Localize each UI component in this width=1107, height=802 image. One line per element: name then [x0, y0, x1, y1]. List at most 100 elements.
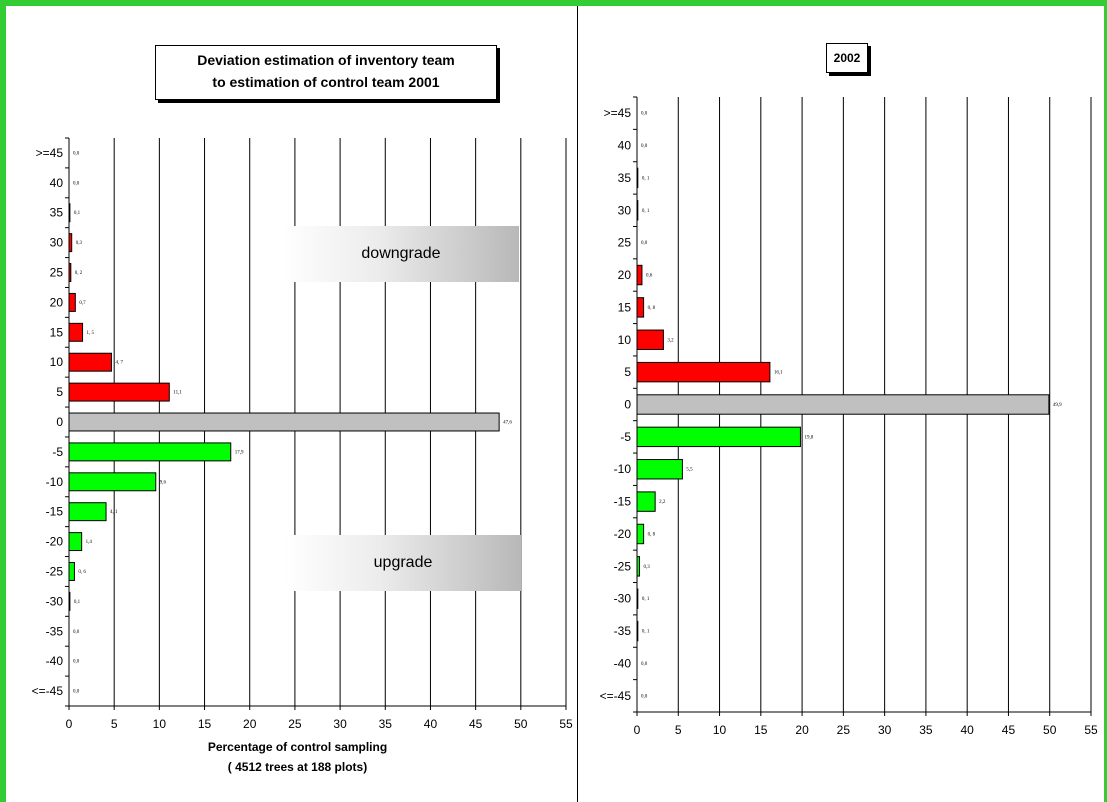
chart-2001-data-label: 0,0 — [73, 151, 80, 156]
chart-2001-data-label: 0,1 — [74, 211, 81, 216]
chart-2002-bar — [636, 620, 639, 642]
chart-2001-category-label: 30 — [50, 236, 64, 250]
chart-2002-data-label: 0,3 — [643, 565, 650, 570]
chart-2002-category-label: 30 — [618, 203, 632, 217]
chart-2001-data-label: 4, 1 — [110, 510, 118, 515]
chart-2001-bar — [68, 292, 76, 312]
chart-2002-data-label: 2,2 — [659, 500, 666, 505]
chart-2001-x-tick-label: 40 — [424, 717, 438, 731]
chart-2001-data-label: 11,1 — [173, 391, 182, 396]
chart-2001-bar — [68, 472, 157, 492]
chart-2002-data-label: 0,6 — [646, 274, 653, 279]
chart-2002-x-tick-label: 30 — [878, 723, 892, 737]
chart-2001-category-label: >=45 — [36, 146, 64, 160]
upgrade-label: upgrade — [373, 554, 433, 571]
chart-2002-data-label: 16,1 — [774, 371, 783, 376]
chart-2001-title-line-1: Deviation estimation of inventory team — [197, 52, 455, 68]
chart-2002-x-tick-label: 45 — [1002, 723, 1016, 737]
chart-2001-category-label: 25 — [50, 266, 64, 280]
chart-panel-2002: 0 5 10 15 20 25 30 35 40 45 50 55 >=45 0,0 40 0,0 35 0, 1… — [578, 6, 1104, 802]
chart-2001-x-tick-label: 35 — [379, 717, 393, 731]
chart-2001-data-label: 0,3 — [76, 241, 83, 246]
chart-2002-category-label: 40 — [618, 139, 632, 153]
chart-2002-data-label: 0, 1 — [642, 597, 650, 602]
chart-2002-title-text: 2002 — [833, 51, 861, 65]
chart-2001-bar — [68, 591, 71, 611]
chart-2001-data-label: 0,0 — [73, 690, 80, 695]
chart-2001-data-label: 1,4 — [86, 540, 93, 545]
chart-2002-category-label: 25 — [618, 236, 632, 250]
chart-2001-title: Deviation estimation of inventory team t… — [155, 45, 497, 100]
chart-2001-data-label: 17,9 — [235, 450, 244, 455]
chart-2001-data-label: 0, 2 — [75, 271, 83, 276]
chart-2001-category-label: -15 — [46, 505, 64, 519]
chart-2001-category-label: 5 — [56, 385, 63, 399]
chart-2001-bar — [68, 412, 500, 432]
chart-2001-x-tick-label: 0 — [66, 717, 73, 731]
chart-2001-x-tick-label: 5 — [111, 717, 118, 731]
chart-2002-x-tick-label: 50 — [1043, 723, 1057, 737]
chart-2002-category-label: -20 — [614, 527, 632, 541]
chart-2002-data-label: 0,0 — [641, 662, 648, 667]
chart-2002-bar — [636, 426, 801, 448]
chart-2001-category-label: -20 — [46, 535, 64, 549]
chart-2002-plot: 0 5 10 15 20 25 30 35 40 45 50 55>=45 0,040 0,035 0, 1… — [600, 96, 1098, 737]
chart-2001-category-label: -25 — [46, 564, 64, 578]
chart-2001-category-label: 0 — [56, 415, 63, 429]
chart-2002-x-tick-label: 15 — [754, 723, 768, 737]
chart-2001-bar — [68, 322, 84, 342]
chart-2002-data-label: 0,0 — [641, 241, 648, 246]
chart-2002-data-label: 0, 8 — [648, 532, 656, 537]
chart-2002-bar — [636, 394, 1050, 415]
chart-2002-x-tick-label: 10 — [713, 723, 727, 737]
chart-2002-category-label: -15 — [614, 495, 632, 509]
chart-2001-category-label: -35 — [46, 624, 64, 638]
chart-2002-category-label: -40 — [614, 656, 632, 670]
chart-2002-category-label: 15 — [618, 300, 632, 314]
chart-2002-bar — [636, 200, 639, 221]
chart-2002-data-label: 19,8 — [804, 435, 813, 440]
chart-2001-x-tick-label: 15 — [198, 717, 212, 731]
chart-2001-plot: 0 5 10 15 20 25 30 35 40 45 50 55>=45 0,040 0,035 0,13… — [32, 137, 573, 774]
chart-2002-bar — [636, 329, 664, 350]
chart-2002-x-tick-label: 5 — [675, 723, 682, 737]
chart-2001-x-axis-title: Percentage of control sampling — [208, 740, 387, 754]
chart-2002-category-label: -10 — [614, 462, 632, 476]
chart-2002-data-label: 3,2 — [667, 338, 674, 343]
chart-2002-category-label: 20 — [618, 268, 632, 282]
chart-2002-bar — [636, 297, 645, 318]
downgrade-annotation: downgrade — [283, 226, 519, 282]
chart-2002-x-tick-label: 40 — [961, 723, 975, 737]
chart-2002-data-label: 0,0 — [641, 144, 648, 149]
chart-2002-x-tick-label: 55 — [1084, 723, 1098, 737]
chart-2001-title-line-2: to estimation of control team 2001 — [212, 74, 440, 90]
chart-2002-x-tick-label: 35 — [919, 723, 933, 737]
downgrade-label: downgrade — [361, 245, 441, 262]
chart-2001-category-label: -5 — [52, 445, 63, 459]
chart-2002-data-label: 0, 1 — [642, 630, 650, 635]
chart-2002-data-label: 49,9 — [1053, 403, 1062, 408]
chart-2002-category-label: -25 — [614, 559, 632, 573]
chart-2002-data-label: 0, 1 — [642, 176, 650, 181]
chart-2001-x-tick-label: 20 — [243, 717, 257, 731]
chart-2002-category-label: -30 — [614, 592, 632, 606]
chart-2002-category-label: -35 — [614, 624, 632, 638]
chart-2001-category-label: 15 — [50, 325, 64, 339]
chart-2001-x-tick-label: 30 — [333, 717, 347, 731]
chart-2002-bar — [636, 361, 771, 383]
chart-2001-category-label: 10 — [50, 355, 64, 369]
chart-2001-bar — [68, 562, 75, 581]
chart-2002-category-label: 5 — [624, 365, 631, 379]
chart-2002-category-label: 10 — [618, 333, 632, 347]
chart-2001-bar — [68, 532, 83, 552]
chart-2001-x-tick-label: 50 — [514, 717, 528, 731]
chart-2001-data-label: 0,7 — [79, 301, 86, 306]
chart-2001-x-tick-label: 25 — [288, 717, 302, 731]
chart-2001-category-label: 35 — [50, 206, 64, 220]
chart-2002-bar — [636, 588, 639, 609]
chart-2001-data-label: 1, 5 — [87, 331, 95, 336]
chart-2001-category-label: 40 — [50, 176, 64, 190]
chart-2002-data-label: 0, 1 — [642, 209, 650, 214]
chart-2001-bar — [68, 382, 170, 402]
chart-2002-category-label: -5 — [620, 430, 631, 444]
